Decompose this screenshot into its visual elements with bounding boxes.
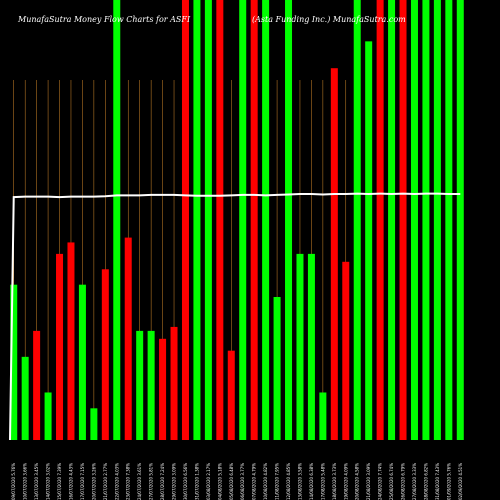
x-tick-label: 17/07/2020 7.15% — [80, 463, 85, 500]
bar — [422, 0, 430, 440]
x-tick-label: 25/08/2020 6.74% — [389, 463, 394, 500]
x-tick-label: 15/07/2020 7.39% — [57, 463, 62, 500]
x-tick-label: 31/07/2020 1.38% — [194, 463, 199, 500]
x-tick-label: 31/08/2020 7.43% — [435, 463, 440, 500]
x-tick-label: 05/08/2020 6.48% — [229, 463, 234, 500]
bar — [159, 338, 167, 440]
chart-title: MunafaSutra Money Flow Charts for ASFI — [17, 15, 191, 24]
x-tick-label: 02/09/2020 4.51% — [458, 463, 463, 500]
bars — [10, 0, 464, 441]
bar — [433, 0, 441, 440]
x-tick-label: 10/08/2020 4.82% — [263, 463, 268, 500]
x-tick-label: 01/09/2020 5.76% — [446, 463, 451, 500]
x-tick-label: 12/08/2020 4.85% — [286, 463, 291, 500]
x-tick-label: 27/08/2020 3.33% — [412, 463, 417, 500]
bar — [181, 0, 189, 440]
bar — [10, 284, 18, 440]
bar — [90, 408, 98, 440]
bar — [388, 0, 396, 440]
x-tick-label: 14/08/2020 6.38% — [309, 463, 314, 500]
bar — [456, 0, 464, 440]
bar — [227, 350, 235, 440]
bar — [78, 284, 86, 440]
x-tick-label: 27/07/2020 5.81% — [149, 463, 154, 500]
x-tick-label: 21/08/2020 3.09% — [366, 463, 371, 500]
bar — [319, 392, 327, 440]
bar — [33, 330, 41, 440]
money-flow-line — [9, 192, 461, 441]
bar — [273, 297, 281, 440]
bar — [136, 330, 144, 440]
bar — [56, 253, 64, 440]
x-tick-label: 06/08/2020 3.77% — [240, 463, 245, 500]
bar — [410, 0, 418, 440]
x-tick-label: 10/07/2020 3.66% — [23, 463, 28, 500]
x-tick-label: 21/07/2020 2.77% — [103, 463, 108, 500]
bar — [307, 253, 315, 440]
bar — [296, 253, 304, 440]
x-tick-label: 16/07/2020 4.43% — [68, 463, 73, 500]
x-tick-label: 24/08/2020 7.74% — [378, 463, 383, 500]
x-tick-label: 19/08/2020 4.09% — [343, 463, 348, 500]
bar — [376, 0, 384, 440]
bar — [147, 330, 155, 440]
bar — [67, 242, 75, 440]
x-tick-label: 24/07/2020 3.61% — [137, 463, 142, 500]
bar — [365, 41, 373, 441]
x-tick-label: 20/07/2020 3.26% — [91, 463, 96, 500]
x-tick-label: 17/08/2020 5.48% — [320, 463, 325, 500]
x-tick-label: 28/08/2020 6.82% — [423, 463, 428, 500]
x-tick-label: 20/08/2020 4.58% — [355, 463, 360, 500]
bar — [342, 261, 350, 440]
bar — [330, 68, 338, 440]
bar — [250, 0, 258, 440]
x-axis-tick-labels: 09/07/2020 5.76% 10/07/2020 3.66% 13/07/20… — [11, 463, 463, 500]
bar — [285, 0, 293, 440]
x-tick-label: 13/08/2020 3.58% — [297, 463, 302, 500]
bar — [193, 0, 201, 440]
bar — [101, 269, 109, 440]
bar — [124, 237, 132, 440]
bar — [170, 326, 178, 440]
x-tick-label: 28/07/2020 7.24% — [160, 463, 165, 500]
bar — [216, 0, 224, 440]
bar — [113, 0, 121, 440]
x-tick-label: 04/08/2020 5.18% — [217, 463, 222, 500]
x-tick-label: 14/07/2020 3.02% — [46, 463, 51, 500]
bar — [353, 0, 361, 440]
bar — [21, 356, 29, 440]
x-tick-label: 13/07/2020 3.45% — [34, 463, 39, 500]
x-tick-label: 18/08/2020 3.73% — [332, 463, 337, 500]
bar — [44, 392, 52, 440]
x-tick-label: 30/07/2020 6.56% — [183, 463, 188, 500]
x-tick-label: 29/07/2020 3.09% — [172, 463, 177, 500]
bar — [399, 0, 407, 440]
bar — [445, 0, 453, 440]
x-tick-label: 11/08/2020 7.95% — [275, 463, 280, 500]
x-tick-label: 03/08/2020 2.17% — [206, 463, 211, 500]
x-tick-label: 23/07/2020 7.38% — [126, 463, 131, 500]
bar — [262, 0, 270, 440]
x-tick-label: 22/07/2020 4.03% — [114, 463, 119, 500]
bar — [204, 0, 212, 440]
x-tick-label: 07/08/2020 4.79% — [252, 463, 257, 500]
bar — [239, 0, 247, 440]
chart-subtitle: (Asta Funding Inc.) MunafaSutra.com — [252, 15, 406, 24]
x-tick-label: 09/07/2020 5.76% — [11, 463, 16, 500]
x-tick-label: 26/08/2020 6.79% — [401, 463, 406, 500]
